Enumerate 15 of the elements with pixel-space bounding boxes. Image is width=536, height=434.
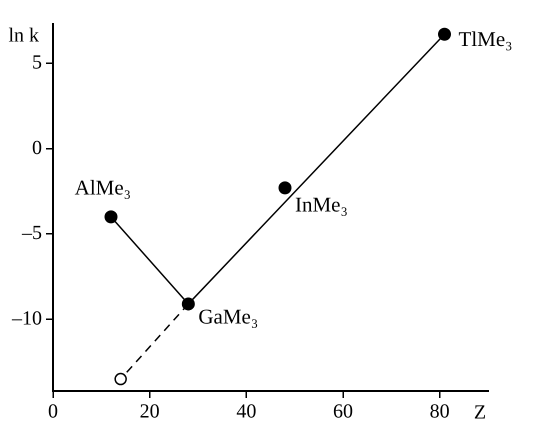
annotation: TlMe₃ <box>458 26 512 51</box>
x-tick-label: 60 <box>333 400 353 422</box>
y-tick-label: 5 <box>32 52 42 74</box>
y-tick-label: –10 <box>11 308 42 330</box>
y-tick-label: –5 <box>21 222 42 244</box>
x-tick-label: 0 <box>48 400 58 422</box>
annotation: AlMe₃ <box>74 175 131 200</box>
x-tick-label: 80 <box>430 400 450 422</box>
y-axis-title: ln k <box>8 24 39 46</box>
annotation: GaMe₃ <box>198 304 258 328</box>
x-tick-label: 20 <box>140 400 160 422</box>
y-tick-label: 0 <box>32 136 42 159</box>
x-axis-title: Z <box>474 401 486 424</box>
x-tick-label: 40 <box>236 400 256 422</box>
annotation: InMe₃ <box>295 192 348 216</box>
